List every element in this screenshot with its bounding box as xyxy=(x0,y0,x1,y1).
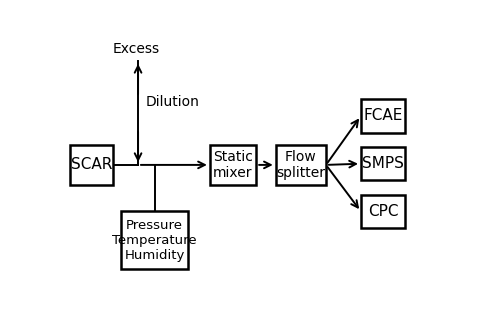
Text: Pressure
Temperature
Humidity: Pressure Temperature Humidity xyxy=(112,219,197,262)
FancyBboxPatch shape xyxy=(120,211,188,269)
Text: FCAE: FCAE xyxy=(364,108,403,123)
FancyBboxPatch shape xyxy=(276,144,326,185)
FancyBboxPatch shape xyxy=(361,195,406,228)
FancyBboxPatch shape xyxy=(361,99,406,133)
FancyBboxPatch shape xyxy=(210,144,256,185)
Text: Excess: Excess xyxy=(113,42,160,56)
Text: SCAR: SCAR xyxy=(71,157,112,172)
FancyBboxPatch shape xyxy=(361,147,406,180)
FancyBboxPatch shape xyxy=(70,144,113,185)
Text: CPC: CPC xyxy=(368,204,398,219)
Text: Flow
splitter: Flow splitter xyxy=(276,150,326,180)
Text: SMPS: SMPS xyxy=(362,156,404,171)
Text: Dilution: Dilution xyxy=(146,95,200,108)
Text: Static
mixer: Static mixer xyxy=(213,150,253,180)
